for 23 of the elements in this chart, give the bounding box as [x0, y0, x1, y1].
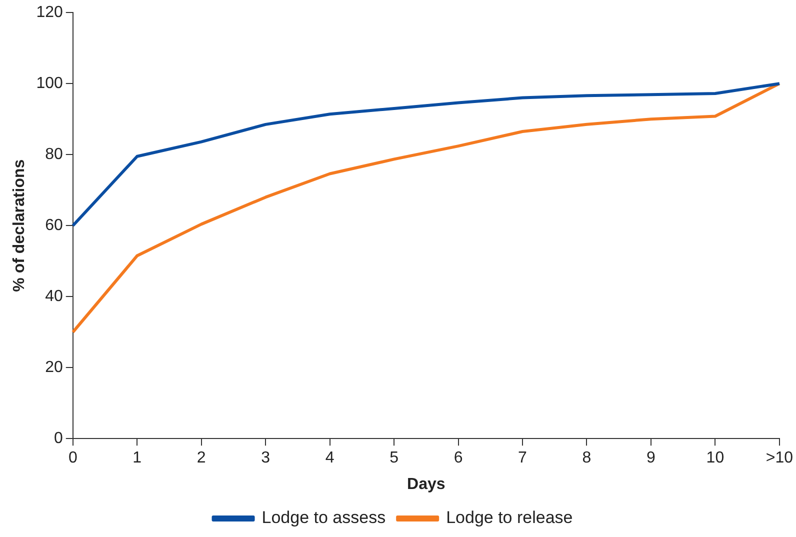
y-tick-label: 40 — [45, 288, 63, 306]
x-axis-title: Days — [407, 476, 446, 493]
x-tick-label: 1 — [132, 450, 142, 467]
y-tick-label: 60 — [45, 217, 63, 234]
x-tick-label: 5 — [390, 450, 399, 467]
y-tick-label: 20 — [45, 359, 63, 376]
x-tick-label: >10 — [766, 450, 794, 467]
x-tick-label: 8 — [582, 450, 592, 467]
x-tick-label: 10 — [706, 450, 724, 467]
legend-label: Lodge to release — [446, 508, 573, 528]
x-tick-label: 3 — [261, 450, 270, 467]
x-tick-label: 6 — [454, 450, 463, 467]
y-tick-label: 80 — [45, 146, 63, 164]
y-axis-title: % of declarations — [11, 159, 28, 292]
x-tick-label: 0 — [68, 450, 78, 467]
x-tick-label: 7 — [518, 450, 528, 467]
y-tick-label: 100 — [36, 75, 63, 92]
y-tick-label: 0 — [54, 430, 63, 448]
x-tick-label: 2 — [196, 450, 206, 467]
legend-label: Lodge to assess — [262, 508, 386, 528]
x-tick-label: 9 — [646, 450, 656, 467]
x-tick-label: 4 — [325, 450, 334, 467]
y-tick-label: 120 — [36, 4, 63, 22]
